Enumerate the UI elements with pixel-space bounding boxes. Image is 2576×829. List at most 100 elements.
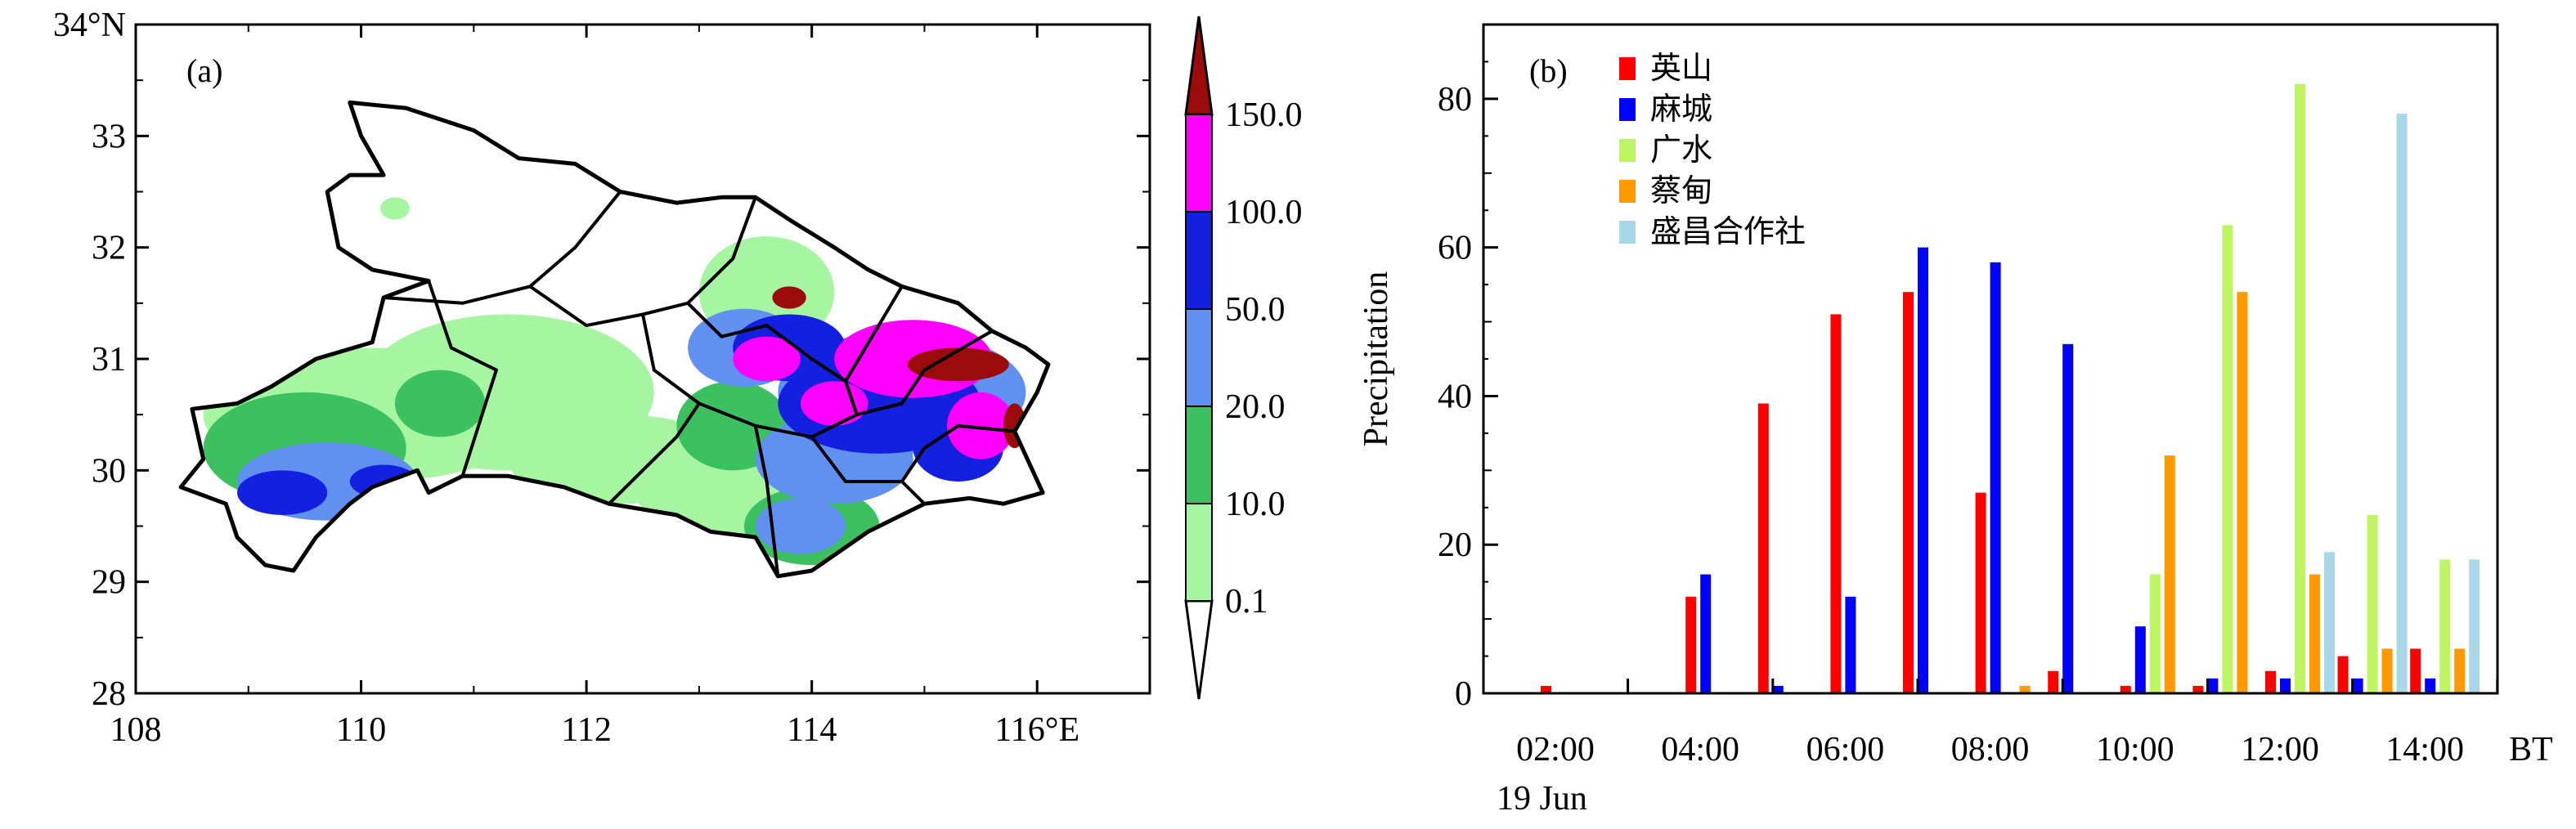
bar — [1845, 596, 1856, 693]
bar — [1541, 685, 1551, 693]
x-axis-label: BT — [2509, 731, 2553, 769]
bar — [2425, 678, 2436, 693]
bar — [2164, 455, 2175, 693]
legend-swatch — [1619, 57, 1636, 80]
legend-label: 蔡甸 — [1650, 173, 1712, 208]
colorbar-under-triangle — [1184, 599, 1214, 700]
bar-series — [1541, 83, 2480, 694]
lon-tick-label: 112 — [561, 711, 611, 749]
rain-patch — [237, 470, 328, 515]
bar — [2454, 648, 2466, 693]
x-tick-label: 14:00 — [2385, 731, 2464, 769]
colorbar-level-label: 20.0 — [1225, 388, 1286, 426]
bar — [2410, 648, 2421, 693]
bar — [2309, 574, 2320, 693]
y-tick-label: 80 — [1438, 81, 1472, 119]
prefecture-boundary — [753, 425, 780, 577]
lat-tick-label: 32 — [92, 230, 126, 267]
rain-patch — [394, 370, 486, 437]
precipitation-colorbar: 0.1 10.0 20.0 50.0 100.0 150.0 — [1184, 16, 1303, 700]
panel-b-bar-chart: 0 20 40 60 80 02:00 04:00 06:00 08:00 10:00 12:00 1… — [1358, 23, 2553, 818]
bar — [2469, 559, 2480, 693]
rain-patch — [947, 392, 1015, 459]
lat-tick-label: 29 — [92, 564, 126, 602]
rain-patch — [772, 286, 806, 309]
bar — [1772, 685, 1784, 693]
legend-swatch — [1619, 221, 1636, 244]
bar — [2149, 574, 2161, 693]
x-tick-label: 12:00 — [2241, 731, 2319, 769]
x-tick-label: 10:00 — [2096, 731, 2174, 769]
bar — [2280, 678, 2291, 693]
colorbar-segment — [1185, 114, 1213, 213]
x-tick-label: 02:00 — [1516, 731, 1595, 769]
prefecture-boundary — [900, 480, 926, 505]
colorbar-segment — [1185, 503, 1213, 602]
lon-tick-label: 110 — [336, 711, 386, 749]
rain-patch — [755, 498, 846, 554]
prefecture-boundary — [856, 329, 994, 417]
bar — [2324, 552, 2335, 693]
lon-tick-label: 114 — [787, 711, 837, 749]
bar — [2396, 114, 2408, 694]
bar — [1975, 492, 1986, 693]
legend-label: 广水 — [1650, 132, 1712, 168]
prefecture-boundary — [810, 423, 1015, 483]
lon-tick-label: 108 — [110, 711, 162, 749]
colorbar-level-label: 10.0 — [1225, 486, 1286, 523]
x-tick-label: 08:00 — [1951, 731, 2030, 769]
x-tick-label: 04:00 — [1661, 731, 1739, 769]
y-tick-label: 20 — [1438, 527, 1472, 564]
colorbar-level-label: 0.1 — [1225, 583, 1268, 621]
bar — [2439, 559, 2451, 693]
lon-tick-label: 116°E — [994, 711, 1079, 749]
y-tick-label: 0 — [1455, 675, 1472, 713]
legend-label: 盛昌合作社 — [1650, 213, 1806, 249]
colorbar-level-label: 100.0 — [1225, 194, 1303, 231]
colorbar-segment — [1185, 211, 1213, 310]
bar — [2019, 685, 2031, 693]
lat-tick-label: 34°N — [53, 7, 126, 44]
lat-tick-label: 28 — [92, 675, 126, 713]
bar — [1903, 292, 1914, 693]
prefecture-boundary — [529, 196, 757, 328]
legend-label: 英山 — [1650, 50, 1712, 86]
bar — [2295, 83, 2305, 693]
bar — [2062, 343, 2074, 693]
legend-swatch — [1619, 139, 1636, 162]
colorbar-segment — [1185, 406, 1213, 504]
bar — [1685, 596, 1697, 693]
y-tick-label: 40 — [1438, 378, 1472, 415]
prefecture-boundary — [686, 285, 904, 383]
bar — [2381, 648, 2393, 693]
bar — [2120, 685, 2131, 693]
bar — [2352, 678, 2363, 693]
date-label: 19 Jun — [1497, 780, 1587, 818]
rain-patch — [1003, 403, 1026, 449]
prefecture-boundary — [427, 280, 498, 477]
bar — [2367, 514, 2378, 693]
bar — [2237, 292, 2248, 693]
lat-tick-label: 31 — [92, 341, 126, 379]
bar — [2134, 626, 2146, 693]
bar — [2222, 225, 2233, 693]
bar — [2207, 678, 2219, 693]
legend-label: 麻城 — [1650, 91, 1712, 127]
rain-patch — [907, 347, 1009, 382]
bar — [1990, 262, 2001, 693]
legend-swatch — [1619, 98, 1636, 121]
bar — [1830, 314, 1842, 693]
y-tick-label: 60 — [1438, 230, 1472, 267]
province-outline — [178, 100, 1051, 579]
colorbar-level-label: 50.0 — [1225, 291, 1286, 329]
province-boundaries — [178, 100, 1051, 579]
bar — [1757, 403, 1769, 693]
chart-axes: 0 20 40 60 80 02:00 04:00 06:00 08:00 10:00 12:00 1… — [1438, 24, 2499, 769]
rain-patch — [733, 336, 801, 382]
legend-swatch — [1619, 180, 1636, 203]
panel-b-label: (b) — [1529, 52, 1568, 89]
rain-patch — [800, 381, 868, 426]
colorbar-over-triangle — [1184, 16, 1214, 116]
